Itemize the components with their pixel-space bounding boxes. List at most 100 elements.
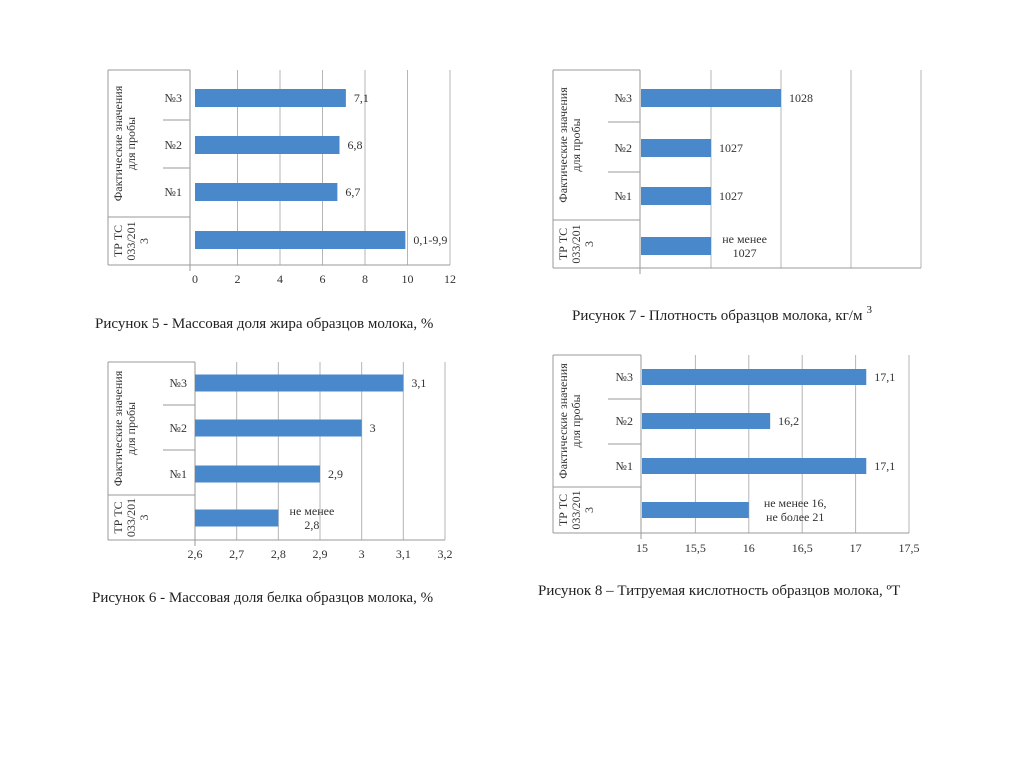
data-label: 0,1-9,9 [413,233,447,247]
group-label: Фактические значениядля пробы [556,363,583,479]
data-label-line: не менее 16, [764,496,827,510]
category-label: №3 [170,376,187,390]
group-label-line: 033/201 [569,224,583,263]
chart-1: Фактические значениядля пробы ТР ТС033/20… [95,69,456,332]
x-tick-label: 3,2 [438,547,453,561]
data-label-line: не более 21 [766,510,824,524]
x-tick-label: 17,5 [899,541,920,555]
data-label: не менее 2,8 [290,504,335,532]
category-label: №2 [170,421,187,435]
group-label-line: 3 [137,515,151,521]
bar [642,458,867,474]
group-label-line: 3 [582,507,596,513]
data-label-line: 1027 [733,246,757,260]
category-label: №3 [615,91,632,105]
data-label: 1027 [719,141,743,155]
bar [195,136,340,154]
bar [195,89,346,107]
x-tick-label: 17 [850,541,862,555]
x-tick-label: 15 [636,541,648,555]
category-label: №1 [615,189,632,203]
category-label: №2 [615,141,632,155]
group-label-line: для пробы [569,118,583,171]
chart-caption-text: Рисунок 7 - Плотность образцов молока, к… [572,308,863,324]
group-label-line: Фактические значения [111,370,125,486]
group-label: Фактические значениядля пробы [111,85,138,201]
data-label-line: 2,8 [304,518,319,532]
group-label: ТР ТС033/2013 [111,221,151,260]
data-label-line: не менее [722,232,767,246]
data-label: 7,1 [354,91,369,105]
x-tick-label: 10 [402,272,414,286]
x-tick-label: 8 [362,272,368,286]
chart-4: Фактические значениядля пробы ТР ТС033/20… [538,354,920,599]
category-label: №2 [165,138,182,152]
data-label-line: не менее [290,504,335,518]
x-tick-label: 4 [277,272,283,286]
group-label: Фактические значениядля пробы [556,87,583,203]
x-tick-label: 2,6 [188,547,203,561]
x-tick-label: 0 [192,272,198,286]
bar [641,139,711,157]
data-label: 17,1 [874,370,895,384]
chart-caption-text: Рисунок 8 – Титруемая кислотность образц… [538,583,900,599]
chart-caption: Рисунок 8 – Титруемая кислотность образц… [538,583,900,599]
group-label-line: ТР ТС [556,494,570,526]
group-label-line: для пробы [569,394,583,447]
group-label-line: 033/201 [124,221,138,260]
chart-caption: Рисунок 6 - Массовая доля белка образцов… [92,590,433,606]
category-label: №3 [616,370,633,384]
bar [195,231,406,249]
bar [642,413,771,429]
bar [195,509,279,527]
x-tick-label: 2 [235,272,241,286]
bar [642,369,867,385]
group-label-line: 033/201 [124,498,138,537]
group-label-line: 033/201 [569,490,583,529]
chart-caption: Рисунок 5 - Массовая доля жира образцов … [95,316,433,332]
data-label: 17,1 [874,459,895,473]
group-label-line: Фактические значения [556,363,570,479]
data-label: 2,9 [328,467,343,481]
category-label: №1 [170,467,187,481]
chart-2: Фактические значениядля пробы ТР ТС033/20… [552,69,922,324]
chart-caption: Рисунок 7 - Плотность образцов молока, к… [572,304,872,324]
group-label-line: Фактические значения [556,87,570,203]
bar [195,183,338,201]
chart-caption-text: Рисунок 6 - Массовая доля белка образцов… [92,590,433,606]
group-label-line: ТР ТС [556,228,570,260]
chart-caption-superscript: 3 [866,304,872,316]
x-tick-label: 6 [320,272,326,286]
group-label: ТР ТС033/2013 [556,224,596,263]
chart-caption-text: Рисунок 5 - Массовая доля жира образцов … [95,316,433,332]
bar [641,187,711,205]
category-label: №1 [165,185,182,199]
bar [195,419,362,437]
group-label-line: 3 [137,238,151,244]
bar [195,465,320,483]
x-tick-label: 2,9 [313,547,328,561]
group-label-line: ТР ТС [111,501,125,533]
category-label: №1 [616,459,633,473]
x-tick-label: 2,8 [271,547,286,561]
bar [195,374,404,392]
data-label: 6,8 [348,138,363,152]
bar [641,237,711,255]
data-label: 6,7 [345,185,360,199]
group-label-line: для пробы [124,117,138,170]
group-label-line: для пробы [124,402,138,455]
group-label-line: ТР ТС [111,225,125,257]
group-label: Фактические значениядля пробы [111,370,138,486]
group-label-line: Фактические значения [111,85,125,201]
group-label: ТР ТС033/2013 [111,498,151,537]
data-label: не менее 1027 [722,232,767,260]
data-label: 3 [370,421,376,435]
x-tick-label: 12 [444,272,456,286]
x-tick-label: 16 [743,541,755,555]
data-label: 1028 [789,91,813,105]
data-label: 1027 [719,189,743,203]
data-label: 3,1 [411,376,426,390]
data-label: 16,2 [778,414,799,428]
x-tick-label: 15,5 [685,541,706,555]
